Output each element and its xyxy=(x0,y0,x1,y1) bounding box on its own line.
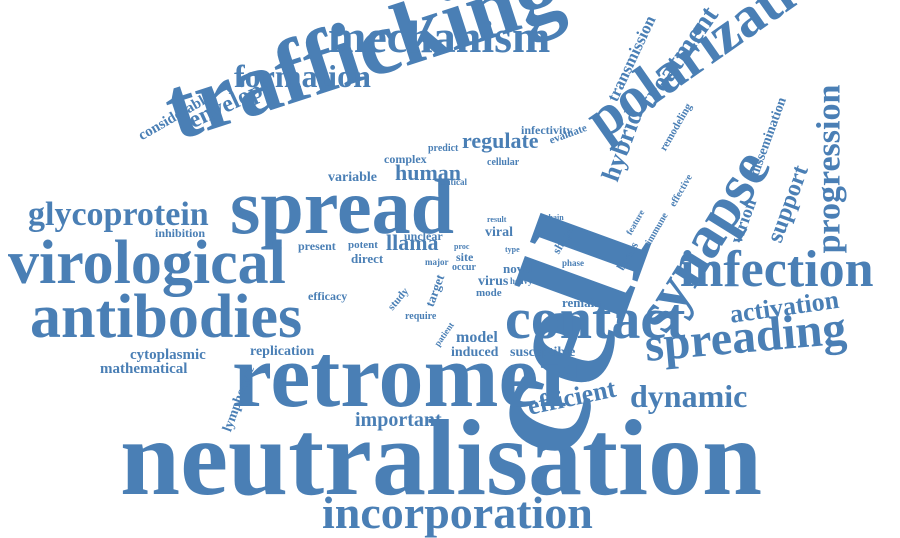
word-mathematical: mathematical xyxy=(100,361,188,377)
word-human: human xyxy=(395,160,462,185)
word-retromer: retromer xyxy=(232,327,579,426)
word-spread: spread xyxy=(230,163,454,250)
word-incorporation: incorporation xyxy=(322,487,593,538)
word-efficacy: efficacy xyxy=(308,289,348,303)
word-mode: mode xyxy=(476,287,502,299)
word-target: target xyxy=(421,272,448,309)
word-major: major xyxy=(425,257,449,267)
word-critical: critical xyxy=(440,177,467,187)
word-unclear: unclear xyxy=(404,229,443,243)
word-mechanism: mechanism xyxy=(328,11,551,62)
word-complex: complex xyxy=(384,152,427,166)
word-progression: progression xyxy=(810,84,848,254)
word-remain: remain xyxy=(562,295,602,310)
word-cellular: cellular xyxy=(487,157,520,168)
word-infectivity: infectivity xyxy=(521,123,573,137)
word-replication: replication xyxy=(250,344,315,359)
word-susceptible: susceptible xyxy=(510,345,576,360)
word-potent: potent xyxy=(348,239,378,251)
word-formation: formation xyxy=(234,58,371,94)
word-variable: variable xyxy=(328,170,377,185)
word-novel: novel xyxy=(503,261,533,276)
word-virological: virological xyxy=(8,229,286,297)
word-glycoprotein: glycoprotein xyxy=(28,196,209,233)
word-type: type xyxy=(505,245,520,254)
word-important: important xyxy=(355,409,442,431)
word-occur: occur xyxy=(452,262,476,273)
word-virus: virus xyxy=(478,274,509,289)
word-dynamic: dynamic xyxy=(630,378,748,414)
word-direct: direct xyxy=(351,251,384,266)
word-chain: chain xyxy=(545,213,564,222)
word-contact: contact xyxy=(505,286,686,351)
word-result: result xyxy=(487,215,507,224)
word-require: require xyxy=(405,311,437,322)
word-llama: llama xyxy=(386,230,439,255)
word-site: site xyxy=(456,250,474,264)
word-study: study xyxy=(385,285,412,313)
word-induced: induced xyxy=(451,345,499,360)
word-regulate: regulate xyxy=(462,128,539,153)
word-cytoplasmic: cytoplasmic xyxy=(130,347,206,363)
word-model: model xyxy=(456,329,498,346)
word-neutralisation: neutralisation xyxy=(120,399,763,518)
word-phase: phase xyxy=(562,258,585,268)
word-present: present xyxy=(298,239,336,253)
word-inhibition: inhibition xyxy=(155,226,206,240)
word-predict: predict xyxy=(428,143,459,154)
word-antibodies: antibodies xyxy=(30,283,303,351)
word-heavy: heavy xyxy=(510,276,533,286)
word-infection: infection xyxy=(680,241,874,298)
word-feature: feature xyxy=(624,207,647,237)
word-viral: viral xyxy=(485,225,513,240)
word-proc: proc xyxy=(454,242,470,251)
